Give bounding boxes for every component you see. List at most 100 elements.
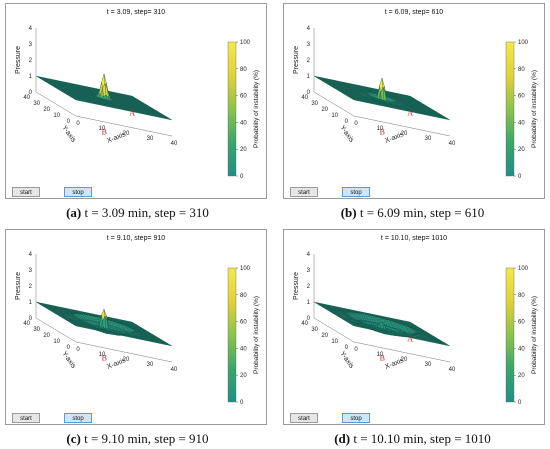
y-tick-label: 20 — [321, 333, 328, 339]
caption-text: t = 6.09 min, step = 610 — [356, 205, 485, 220]
x-tick-label: 10 — [377, 352, 384, 358]
caption-text: t = 3.09 min, step = 310 — [81, 205, 209, 220]
caption-letter: (d) — [334, 431, 351, 446]
caption-b: (b) t = 6.09 min, step = 610 — [275, 205, 550, 221]
x-tick-label: 10 — [377, 126, 384, 132]
caption-text: t = 10.10 min, step = 1010 — [350, 431, 491, 446]
z-axis-label: Pressure — [293, 272, 300, 300]
y-tick-label: 20 — [321, 107, 328, 113]
z-tick-label: 0 — [307, 90, 311, 96]
y-tick-label: 10 — [331, 339, 338, 345]
colorbar-label: Probability of instability (%) — [531, 296, 538, 374]
colorbar-tick-label: 20 — [240, 147, 247, 153]
y-tick-label: 20 — [43, 107, 50, 113]
x-axis-label: X-axis — [384, 357, 405, 371]
z-tick-label: 2 — [29, 58, 33, 64]
colorbar-label: Probability of instability (%) — [253, 296, 260, 374]
x-tick-label: 0 — [76, 347, 80, 353]
axes-frame — [313, 254, 451, 363]
y-axis-label: Y-axis — [60, 124, 77, 144]
colorbar-tick-label: 20 — [518, 147, 525, 153]
colorbar — [227, 267, 237, 403]
z-axis-label: Pressure — [15, 46, 22, 74]
x-tick-label: 0 — [354, 347, 358, 353]
panel-d: t = 10.10, step= 1010 0 1 2 3 4 Pressure 40 30 2… — [283, 229, 545, 425]
z-tick-label: 0 — [307, 316, 311, 322]
caption-letter: (c) — [66, 431, 81, 446]
start-button[interactable]: start — [290, 413, 318, 423]
colorbar-tick-label: 20 — [518, 373, 525, 379]
colorbar-tick-label: 40 — [518, 120, 525, 126]
x-tick-label: 20 — [123, 131, 130, 137]
stop-button[interactable]: stop — [64, 187, 92, 197]
marker-a: A — [407, 109, 413, 118]
x-tick-label: 0 — [76, 121, 80, 127]
axes-frame — [35, 254, 173, 363]
y-tick-label: 0 — [67, 119, 71, 125]
colorbar-label: Probability of instability (%) — [253, 70, 260, 148]
surface-mesh — [35, 301, 173, 347]
colorbar-tick-label: 0 — [240, 400, 244, 406]
y-tick-label: 40 — [301, 95, 308, 101]
axes-frame — [313, 28, 451, 137]
marker-b: B — [380, 354, 385, 363]
z-tick-label: 1 — [307, 74, 311, 80]
start-button[interactable]: start — [12, 187, 40, 197]
marker-a: A — [407, 335, 413, 344]
z-axis-label: Pressure — [15, 272, 22, 300]
y-tick-label: 10 — [53, 339, 60, 345]
z-tick-label: 2 — [29, 284, 33, 290]
z-tick-label: 4 — [307, 26, 311, 32]
y-tick-label: 30 — [33, 101, 40, 107]
z-tick-label: 3 — [29, 42, 33, 48]
z-tick-label: 1 — [29, 74, 33, 80]
z-tick-label: 4 — [307, 252, 311, 258]
x-tick-label: 10 — [99, 352, 106, 358]
stop-button[interactable]: stop — [64, 413, 92, 423]
status-text: t = 10.10, step= 1010 — [380, 235, 448, 242]
caption-letter: (b) — [340, 205, 357, 220]
x-axis-line — [353, 341, 451, 363]
status-text: t = 9.10, step= 910 — [106, 235, 166, 242]
colorbar-tick-label: 60 — [240, 320, 247, 326]
x-axis-label: X-axis — [384, 131, 405, 145]
marker-b: B — [102, 128, 107, 137]
start-button[interactable]: start — [12, 413, 40, 423]
colorbar-tick-label: 100 — [240, 266, 251, 272]
caption-c: (c) t = 9.10 min, step = 910 — [0, 431, 275, 447]
y-tick-label: 30 — [311, 101, 318, 107]
panel-b: t = 6.09, step= 610 0 1 2 3 4 Pressure 40 30 20 1… — [283, 3, 545, 199]
colorbar-tick-label: 40 — [240, 346, 247, 352]
z-tick-label: 0 — [29, 316, 33, 322]
z-tick-label: 2 — [307, 58, 311, 64]
z-tick-label: 4 — [29, 26, 33, 32]
caption-d: (d) t = 10.10 min, step = 1010 — [275, 431, 550, 447]
y-axis-line — [35, 91, 77, 117]
x-tick-label: 40 — [449, 367, 456, 373]
colorbar — [505, 41, 515, 177]
colorbar-tick-label: 60 — [518, 320, 525, 326]
colorbar-tick-label: 100 — [518, 40, 529, 46]
surface-mesh — [35, 73, 173, 121]
colorbar-tick-label: 40 — [518, 346, 525, 352]
y-axis-line — [313, 317, 355, 343]
colorbar-tick-label: 20 — [240, 373, 247, 379]
colorbar-tick-label: 100 — [240, 40, 251, 46]
y-tick-label: 0 — [67, 345, 71, 351]
x-axis-line — [75, 341, 173, 363]
x-tick-label: 0 — [354, 121, 358, 127]
marker-b: B — [102, 354, 107, 363]
colorbar-tick-label: 100 — [518, 266, 529, 272]
start-button[interactable]: start — [290, 187, 318, 197]
colorbar-tick-label: 60 — [518, 94, 525, 100]
z-tick-label: 3 — [307, 268, 311, 274]
y-axis-label: Y-axis — [338, 350, 355, 370]
stop-button[interactable]: stop — [342, 187, 370, 197]
y-axis-label: Y-axis — [338, 124, 355, 144]
stop-button[interactable]: stop — [342, 413, 370, 423]
y-tick-label: 10 — [53, 113, 60, 119]
y-axis-label: Y-axis — [60, 350, 77, 370]
